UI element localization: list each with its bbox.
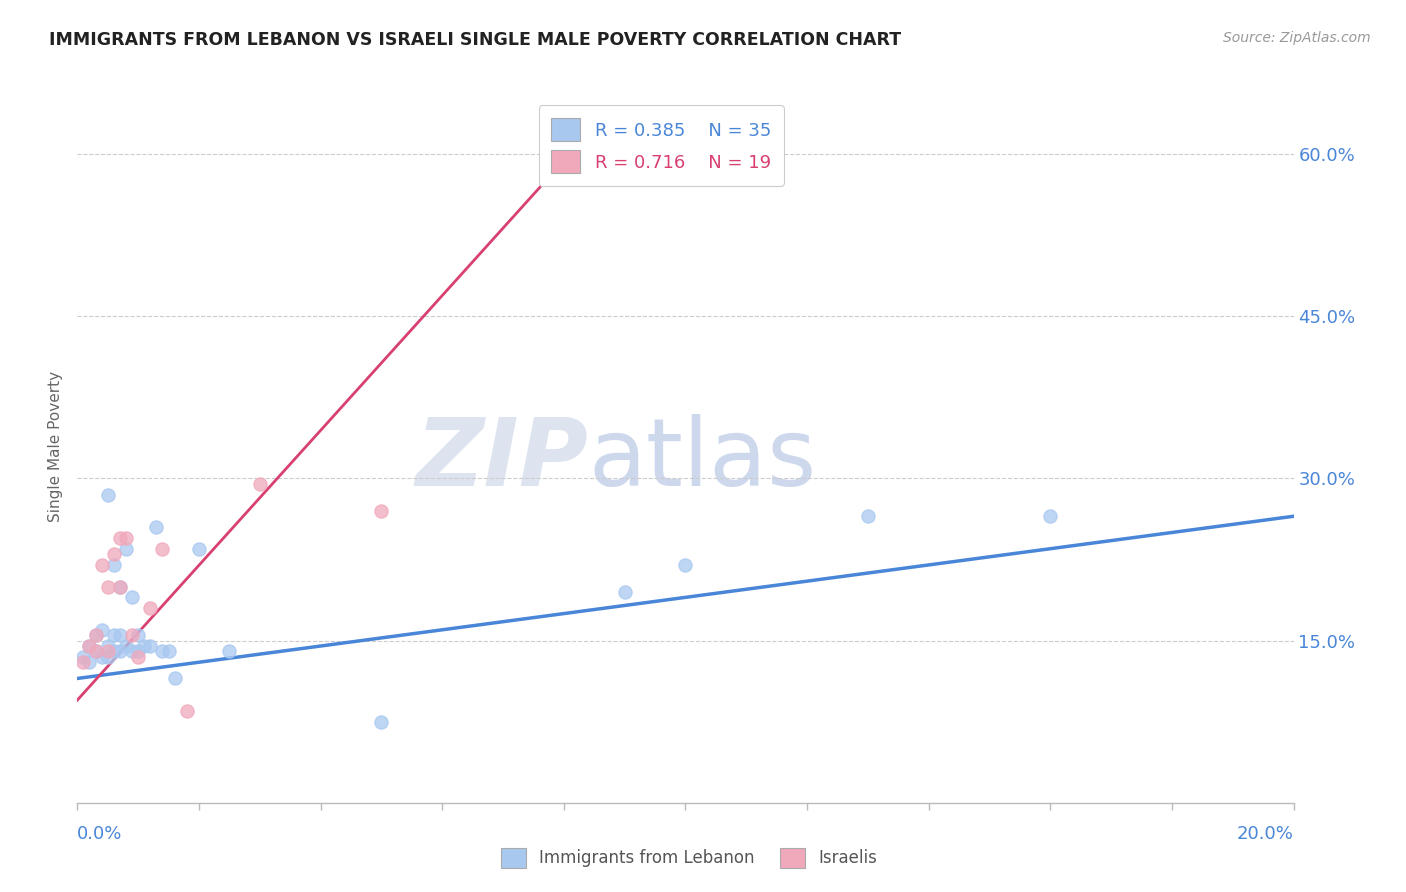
Text: 20.0%: 20.0%: [1237, 825, 1294, 843]
Point: [1039, 509, 1062, 524]
Point: [97, 639, 120, 653]
Point: [176, 704, 198, 718]
Text: 0.0%: 0.0%: [77, 825, 122, 843]
Point: [249, 476, 271, 491]
Point: [90, 558, 112, 572]
Point: [115, 639, 138, 653]
Point: [152, 644, 174, 658]
Point: [84, 644, 107, 658]
Point: [103, 547, 125, 561]
Point: [370, 714, 392, 729]
Point: [152, 541, 174, 556]
Point: [84, 628, 107, 642]
Point: [84, 644, 107, 658]
Point: [103, 644, 125, 658]
Legend: R = 0.385    N = 35, R = 0.716    N = 19: R = 0.385 N = 35, R = 0.716 N = 19: [538, 105, 783, 186]
Point: [72, 655, 94, 669]
Point: [97, 488, 120, 502]
Point: [79, 639, 101, 653]
Point: [121, 628, 143, 642]
Point: [103, 628, 125, 642]
Point: [139, 601, 162, 615]
Point: [97, 644, 120, 658]
Point: [108, 531, 131, 545]
Point: [613, 585, 636, 599]
Point: [108, 580, 131, 594]
Point: [97, 580, 120, 594]
Point: [370, 504, 392, 518]
Point: [90, 649, 112, 664]
Point: [79, 655, 101, 669]
Text: IMMIGRANTS FROM LEBANON VS ISRAELI SINGLE MALE POVERTY CORRELATION CHART: IMMIGRANTS FROM LEBANON VS ISRAELI SINGL…: [49, 31, 901, 49]
Point: [583, 125, 606, 139]
Legend: Immigrants from Lebanon, Israelis: Immigrants from Lebanon, Israelis: [495, 841, 883, 875]
Point: [127, 644, 149, 658]
Point: [188, 541, 211, 556]
Point: [121, 644, 143, 658]
Point: [121, 591, 143, 605]
Point: [108, 580, 131, 594]
Point: [97, 649, 120, 664]
Point: [163, 672, 186, 686]
Y-axis label: Single Male Poverty: Single Male Poverty: [48, 370, 63, 522]
Text: Source: ZipAtlas.com: Source: ZipAtlas.com: [1223, 31, 1371, 45]
Point: [856, 509, 879, 524]
Point: [79, 639, 101, 653]
Point: [134, 639, 156, 653]
Point: [90, 623, 112, 637]
Point: [218, 644, 240, 658]
Point: [157, 644, 180, 658]
Point: [127, 649, 149, 664]
Point: [108, 644, 131, 658]
Point: [103, 558, 125, 572]
Point: [115, 541, 138, 556]
Text: atlas: atlas: [588, 414, 817, 507]
Point: [139, 639, 162, 653]
Point: [127, 628, 149, 642]
Point: [145, 520, 167, 534]
Point: [72, 649, 94, 664]
Point: [108, 628, 131, 642]
Point: [115, 531, 138, 545]
Point: [84, 628, 107, 642]
Point: [675, 558, 697, 572]
Text: ZIP: ZIP: [415, 414, 588, 507]
